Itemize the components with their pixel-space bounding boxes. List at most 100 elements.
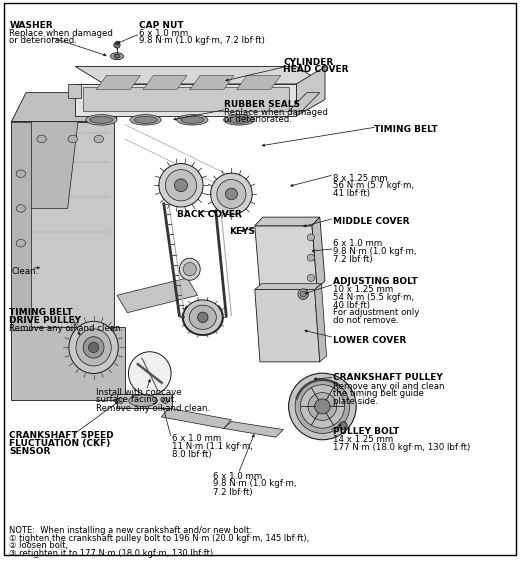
Ellipse shape (83, 336, 104, 358)
Polygon shape (75, 84, 296, 116)
Polygon shape (96, 75, 140, 90)
Text: ② loosen bolt,: ② loosen bolt, (9, 541, 69, 551)
Polygon shape (75, 67, 325, 84)
Text: 6 x 1.0 mm: 6 x 1.0 mm (333, 239, 382, 248)
Polygon shape (296, 67, 325, 116)
Ellipse shape (300, 291, 306, 297)
Ellipse shape (339, 422, 347, 430)
Text: PULLEY BOLT: PULLEY BOLT (333, 427, 399, 437)
Ellipse shape (183, 300, 223, 335)
Text: 177 N·m (18.0 kgf·m, 130 lbf·ft): 177 N·m (18.0 kgf·m, 130 lbf·ft) (333, 443, 470, 452)
Text: 11 N·m (1.1 kgf·m,: 11 N·m (1.1 kgf·m, (172, 442, 253, 451)
Ellipse shape (183, 262, 197, 276)
Text: TIMING BELT: TIMING BELT (9, 308, 73, 317)
Text: Remove any oil and clean.: Remove any oil and clean. (96, 404, 210, 413)
Ellipse shape (315, 399, 330, 414)
Text: 9.8 N·m (1.0 kgf·m,: 9.8 N·m (1.0 kgf·m, (333, 247, 417, 256)
Polygon shape (11, 122, 114, 330)
Ellipse shape (16, 170, 25, 178)
Ellipse shape (298, 289, 308, 299)
Text: Replace when damaged: Replace when damaged (9, 29, 113, 38)
Text: 6 x 1.0 mm: 6 x 1.0 mm (213, 472, 263, 481)
Text: 9.8 N·m (1.0 kgf·m, 7.2 lbf·ft): 9.8 N·m (1.0 kgf·m, 7.2 lbf·ft) (139, 36, 265, 46)
Ellipse shape (16, 240, 25, 247)
Text: or deteriorated.: or deteriorated. (9, 36, 77, 46)
Ellipse shape (88, 342, 99, 353)
Polygon shape (117, 394, 172, 408)
Polygon shape (117, 278, 198, 313)
Ellipse shape (37, 135, 46, 143)
Ellipse shape (115, 41, 119, 45)
Text: LOWER COVER: LOWER COVER (333, 336, 406, 345)
Text: plate side.: plate side. (333, 397, 378, 406)
Text: WASHER: WASHER (9, 21, 53, 30)
Text: 8.0 lbf·ft): 8.0 lbf·ft) (172, 450, 211, 459)
Polygon shape (68, 84, 81, 98)
Text: 7.2 lbf·ft): 7.2 lbf·ft) (333, 255, 372, 264)
Ellipse shape (198, 312, 208, 323)
Ellipse shape (308, 393, 337, 420)
Polygon shape (190, 75, 234, 90)
Text: CRANKSHAFT SPEED: CRANKSHAFT SPEED (9, 431, 114, 441)
Ellipse shape (114, 42, 120, 48)
Text: CYLINDER: CYLINDER (283, 58, 334, 67)
Polygon shape (11, 122, 78, 208)
Ellipse shape (307, 274, 315, 281)
Ellipse shape (226, 188, 237, 200)
Ellipse shape (289, 373, 356, 440)
Ellipse shape (179, 258, 200, 280)
Polygon shape (83, 87, 289, 111)
Text: SENSOR: SENSOR (9, 447, 51, 456)
Ellipse shape (217, 179, 246, 208)
Text: or deteriorated.: or deteriorated. (224, 115, 292, 124)
Polygon shape (11, 327, 125, 400)
Text: CRANKSHAFT PULLEY: CRANKSHAFT PULLEY (333, 373, 443, 383)
Text: FLUCTUATION (CKF): FLUCTUATION (CKF) (9, 439, 111, 449)
Text: surface facing out.: surface facing out. (96, 395, 177, 405)
Text: HEAD COVER: HEAD COVER (283, 65, 349, 75)
Text: ADJUSTING BOLT: ADJUSTING BOLT (333, 277, 418, 287)
Polygon shape (143, 75, 187, 90)
Text: RUBBER SEALS: RUBBER SEALS (224, 100, 300, 109)
Ellipse shape (177, 115, 208, 125)
Polygon shape (255, 217, 320, 226)
Text: Clean.: Clean. (11, 267, 38, 276)
Text: KEYS: KEYS (229, 227, 255, 236)
Ellipse shape (224, 115, 255, 125)
Text: 54 N·m (5.5 kgf·m,: 54 N·m (5.5 kgf·m, (333, 293, 414, 302)
Polygon shape (255, 284, 321, 290)
Ellipse shape (111, 53, 124, 60)
Polygon shape (11, 93, 130, 122)
Ellipse shape (16, 205, 25, 212)
Ellipse shape (134, 116, 158, 123)
Text: 10 x 1.25 mm: 10 x 1.25 mm (333, 285, 393, 294)
Ellipse shape (307, 254, 315, 261)
Text: ③ retighten it to 177 N·m (18.0 kgf·m, 130 lbf·ft).: ③ retighten it to 177 N·m (18.0 kgf·m, 1… (9, 549, 216, 559)
Ellipse shape (307, 234, 315, 241)
Polygon shape (224, 422, 283, 437)
Polygon shape (255, 226, 317, 290)
Ellipse shape (76, 329, 111, 366)
Text: For adjustment only: For adjustment only (333, 308, 419, 317)
Ellipse shape (118, 398, 124, 404)
Ellipse shape (211, 173, 252, 215)
Polygon shape (161, 408, 231, 428)
Text: 7.2 lbf·ft): 7.2 lbf·ft) (213, 488, 253, 497)
Polygon shape (312, 217, 325, 290)
Polygon shape (255, 290, 320, 362)
Ellipse shape (128, 352, 171, 395)
Text: Replace when damaged: Replace when damaged (224, 108, 328, 117)
Polygon shape (289, 93, 320, 111)
Ellipse shape (90, 116, 113, 123)
Text: MIDDLE COVER: MIDDLE COVER (333, 217, 409, 226)
Text: Remove any oil and clean.: Remove any oil and clean. (9, 324, 123, 333)
Ellipse shape (130, 115, 161, 125)
Text: 8 x 1.25 mm: 8 x 1.25 mm (333, 174, 387, 183)
Text: do not remove.: do not remove. (333, 316, 398, 325)
Text: 14 x 1.25 mm: 14 x 1.25 mm (333, 435, 393, 445)
Ellipse shape (68, 135, 77, 143)
Text: Remove any oil and clean: Remove any oil and clean (333, 382, 444, 391)
Text: CAP NUT: CAP NUT (139, 21, 184, 30)
Text: the timing belt guide: the timing belt guide (333, 389, 424, 398)
Ellipse shape (228, 116, 251, 123)
